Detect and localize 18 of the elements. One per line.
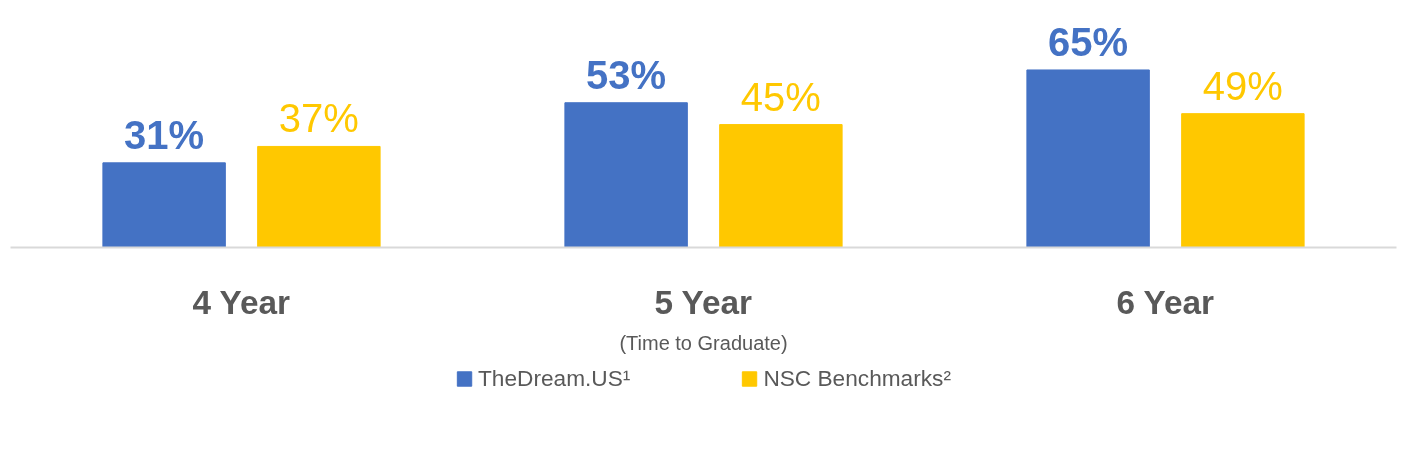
x-axis-title: (Time to Graduate) bbox=[619, 331, 788, 354]
data-label: 37% bbox=[278, 96, 359, 141]
x-tick-label: 4 Year bbox=[192, 283, 291, 321]
bar bbox=[1181, 113, 1305, 248]
bar bbox=[102, 162, 226, 248]
data-label: 49% bbox=[1202, 63, 1283, 108]
bar bbox=[257, 145, 381, 248]
bar bbox=[719, 124, 843, 248]
x-tick-label: 5 Year bbox=[654, 283, 753, 321]
legend-label: TheDream.US¹ bbox=[478, 364, 631, 392]
data-label: 45% bbox=[740, 74, 821, 119]
data-label: 31% bbox=[124, 112, 205, 157]
data-label: 53% bbox=[586, 52, 667, 97]
x-tick-label: 6 Year bbox=[1116, 283, 1215, 321]
bar bbox=[564, 102, 688, 248]
legend-label: NSC Benchmarks² bbox=[763, 364, 951, 392]
data-label: 65% bbox=[1048, 19, 1129, 64]
bar bbox=[1026, 69, 1150, 248]
